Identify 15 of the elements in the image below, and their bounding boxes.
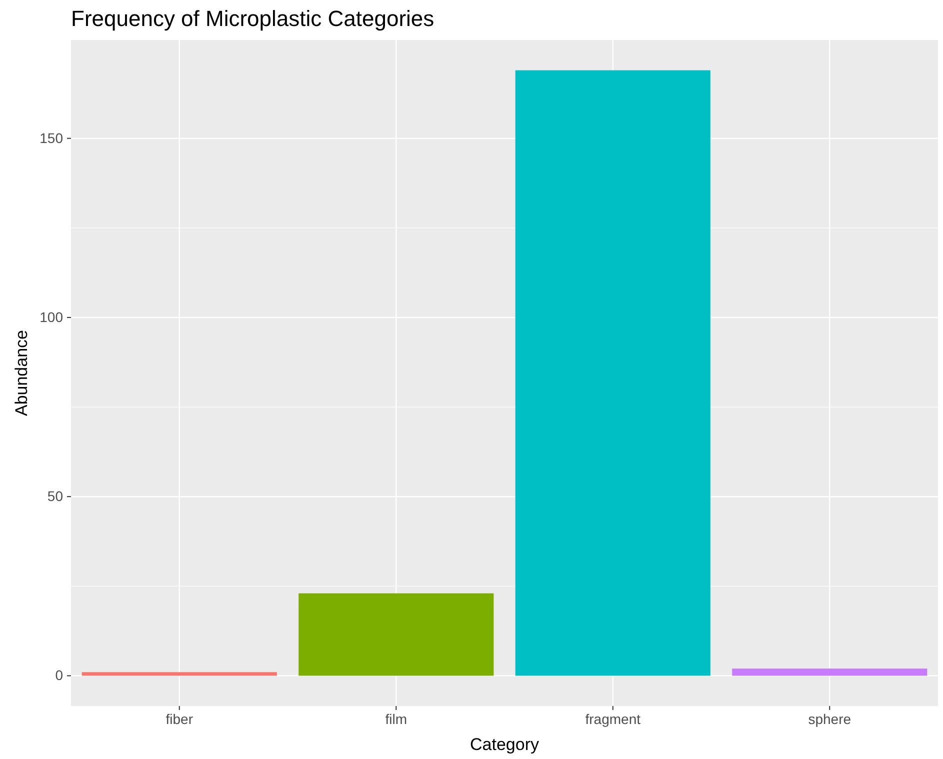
- x-tick-label: fiber: [166, 710, 194, 727]
- bar: [515, 70, 710, 676]
- y-axis-title: Abundance: [12, 330, 31, 416]
- x-tick-label: film: [385, 710, 408, 727]
- y-tick-label: 150: [40, 130, 64, 146]
- y-tick-label: 100: [40, 308, 64, 325]
- x-tick-label: sphere: [808, 710, 852, 727]
- bar: [298, 593, 494, 676]
- bar: [732, 668, 928, 676]
- chart-title: Frequency of Microplastic Categories: [71, 6, 434, 31]
- y-tick-label: 50: [47, 488, 64, 504]
- x-axis-title: Category: [470, 735, 540, 754]
- bar: [82, 672, 277, 676]
- x-tick-label: fragment: [585, 710, 641, 727]
- y-tick-label: 0: [55, 667, 64, 684]
